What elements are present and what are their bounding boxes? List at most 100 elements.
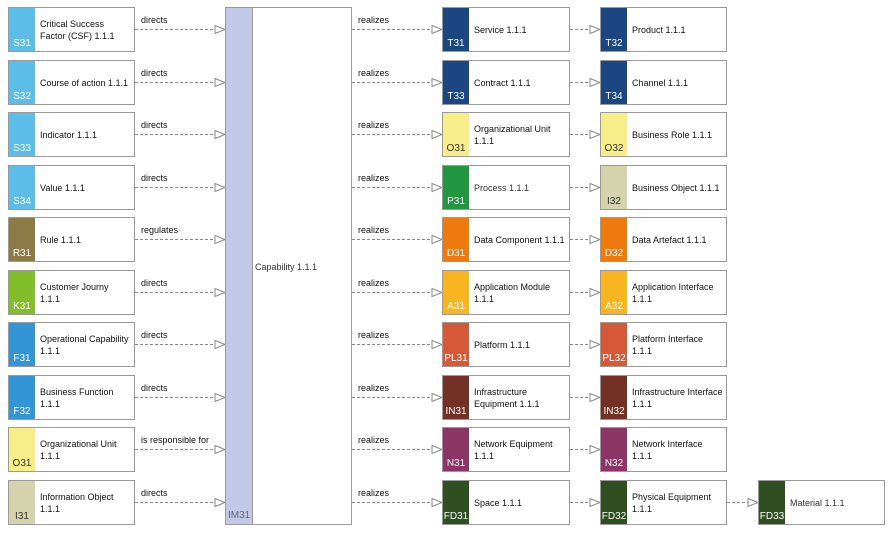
capability-node[interactable]: IM31 Capability 1.1.1 [225,7,352,525]
target-node[interactable]: T32 Product 1.1.1 [600,7,727,52]
element-code: PL32 [602,353,626,364]
element-code: O31 [12,458,32,469]
target-node[interactable]: T34 Channel 1.1.1 [600,60,727,105]
target-node[interactable]: O32 Business Role 1.1.1 [600,112,727,157]
relation-arrow-head [214,392,227,403]
relation-label: realizes [358,434,390,445]
element-code: R31 [12,248,32,259]
target-node[interactable]: FD32 Physical Equipment 1.1.1 [600,480,727,525]
target-node[interactable]: N32 Network Interface 1.1.1 [600,427,727,472]
target-node[interactable]: T31 Service 1.1.1 [442,7,570,52]
element-code: A32 [605,301,623,312]
realization-arrow-head [589,287,602,298]
element-label: Physical Equipment 1.1.1 [632,491,712,514]
element-label: Course of action 1.1.1 [40,77,129,88]
source-node[interactable]: S34 Value 1.1.1 [8,165,135,210]
relation-label: is responsible for [141,434,210,445]
element-type-swatch [601,428,627,471]
target-node[interactable]: O31 Organizational Unit 1.1.1 [442,112,570,157]
relation-label: realizes [358,172,390,183]
source-node[interactable]: S31 Critical Success Factor (CSF) 1.1.1 [8,7,135,52]
target-node[interactable]: IN31 Infrastructure Equipment 1.1.1 [442,375,570,420]
realization-arrow-head [747,497,760,508]
element-label: Business Object 1.1.1 [632,182,720,193]
target-node[interactable]: FD33 Material 1.1.1 [758,480,885,525]
target-node[interactable]: FD31 Space 1.1.1 [442,480,570,525]
target-node[interactable]: N31 Network Equipment 1.1.1 [442,427,570,472]
element-code: I31 [15,511,29,522]
realization-arrow-head [589,444,602,455]
element-type-swatch [9,61,35,104]
element-type-swatch [9,166,35,209]
source-node[interactable]: O31 Organizational Unit 1.1.1 [8,427,135,472]
source-node[interactable]: F32 Business Function 1.1.1 [8,375,135,420]
element-code: T34 [605,91,623,102]
relation-label: directs [141,172,168,183]
realization-arrow-head [589,182,602,193]
element-type-swatch [601,218,627,261]
relation-label: directs [141,67,168,78]
element-label: Network Interface 1.1.1 [632,438,703,461]
element-type-swatch [601,481,627,524]
element-label: Network Equipment 1.1.1 [474,438,553,461]
realization-arrow-head [431,24,444,35]
relation-arrow-head [214,77,227,88]
source-node[interactable]: S32 Course of action 1.1.1 [8,60,135,105]
relation-label: realizes [358,487,390,498]
realization-arrow-head [431,444,444,455]
element-code: N31 [446,458,466,469]
element-type-swatch [443,61,469,104]
relation-arrow-head [214,129,227,140]
capability-label: Capability 1.1.1 [255,262,318,272]
realization-arrow-head [589,234,602,245]
target-node[interactable]: I32 Business Object 1.1.1 [600,165,727,210]
target-node[interactable]: P31 Process 1.1.1 [442,165,570,210]
element-code: FD33 [759,511,785,522]
element-label: Information Object 1.1.1 [40,491,114,514]
element-label: Product 1.1.1 [632,24,686,35]
target-node[interactable]: PL31 Platform 1.1.1 [442,322,570,367]
source-node[interactable]: K31 Customer Journy 1.1.1 [8,270,135,315]
element-type-swatch [601,376,627,419]
relation-label: directs [141,277,168,288]
target-node[interactable]: IN32 Infrastructure Interface 1.1.1 [600,375,727,420]
relation-label: directs [141,487,168,498]
target-node[interactable]: D31 Data Component 1.1.1 [442,217,570,262]
element-label: Platform Interface 1.1.1 [632,333,704,356]
relation-label: directs [141,119,168,130]
target-node[interactable]: T33 Contract 1.1.1 [442,60,570,105]
relation-label: realizes [358,329,390,340]
element-code: T32 [605,38,623,49]
realization-arrow-head [431,234,444,245]
element-label: Platform 1.1.1 [474,339,531,350]
element-code: O32 [604,143,624,154]
element-type-swatch [9,481,35,524]
element-code: O31 [446,143,466,154]
target-node[interactable]: A32 Application Interface 1.1.1 [600,270,727,315]
target-node[interactable]: D32 Data Artefact 1.1.1 [600,217,727,262]
element-type-swatch [443,113,469,156]
target-node[interactable]: A31 Application Module 1.1.1 [442,270,570,315]
source-node[interactable]: I31 Information Object 1.1.1 [8,480,135,525]
element-type-swatch [443,428,469,471]
relation-label: realizes [358,277,390,288]
element-code: FD32 [601,511,627,522]
element-code: D32 [604,248,624,259]
source-node[interactable]: S33 Indicator 1.1.1 [8,112,135,157]
realization-arrow-head [589,129,602,140]
element-type-swatch [601,323,627,366]
realization-arrow-head [431,182,444,193]
target-node[interactable]: PL32 Platform Interface 1.1.1 [600,322,727,367]
element-type-swatch [443,166,469,209]
source-node[interactable]: R31 Rule 1.1.1 [8,217,135,262]
source-node[interactable]: F31 Operational Capability 1.1.1 [8,322,135,367]
element-label: Organizational Unit 1.1.1 [474,123,551,146]
relation-arrow-head [214,182,227,193]
element-code: I32 [607,196,621,207]
element-code: T31 [447,38,465,49]
element-type-swatch [759,481,785,524]
element-type-swatch [601,8,627,51]
element-label: Operational Capability 1.1.1 [40,333,129,356]
realization-arrow-head [589,392,602,403]
